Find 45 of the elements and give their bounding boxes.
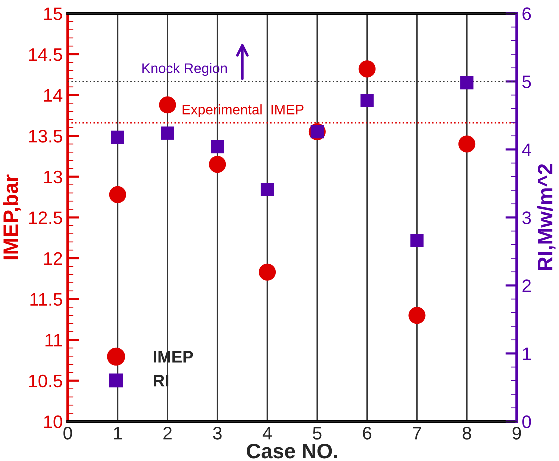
y-axis-title: IMEP,bar — [3, 174, 22, 260]
x-tick-label: 8 — [462, 427, 472, 440]
y-tick-label: 11 — [46, 334, 62, 347]
y2-tick-label: 5 — [522, 76, 532, 88]
x-axis-title: Case NO. — [247, 444, 338, 459]
point — [360, 94, 374, 108]
point — [259, 264, 276, 281]
y-tick-label: 14 — [44, 89, 63, 102]
y-tick-label: 12.5 — [29, 212, 62, 224]
x-tick-label: 2 — [164, 427, 172, 440]
y-tick-label: 15 — [44, 8, 62, 20]
x-tick-label: 7 — [413, 427, 422, 440]
point — [161, 126, 174, 140]
x-tick-label: 0 — [64, 427, 72, 440]
point — [408, 307, 426, 324]
x-tick-label: 5 — [313, 427, 322, 440]
y-tick-label: 10 — [44, 416, 62, 428]
y2-tick-label: 4 — [522, 144, 532, 156]
point — [458, 136, 476, 153]
x-tick-label: 6 — [363, 427, 372, 440]
point — [410, 234, 424, 248]
x-tick-label: 3 — [213, 427, 222, 440]
point — [211, 140, 224, 154]
x-tick-label: 4 — [262, 427, 272, 440]
y2-tick-label: 1 — [523, 348, 532, 360]
y2-tick-label: 2 — [522, 280, 531, 292]
y-tick-label: 12 — [44, 252, 62, 266]
y2-tick-label: 3 — [522, 212, 532, 224]
point — [460, 76, 474, 90]
y2-tick-label: 6 — [522, 8, 532, 20]
y-tick-label: 10.5 — [29, 374, 62, 388]
x-tick-label: 9 — [512, 427, 522, 440]
y2-tick-label: 0 — [522, 416, 532, 428]
point — [358, 60, 376, 78]
point — [111, 130, 124, 144]
point — [159, 96, 176, 114]
y-tick-label: 13.5 — [29, 130, 62, 143]
point — [260, 183, 274, 196]
y-tick-label: 11.5 — [30, 293, 62, 306]
x-tick-label: 1 — [114, 427, 122, 440]
point — [109, 186, 126, 204]
point — [209, 156, 226, 174]
y-tick-label: 13 — [44, 170, 62, 184]
y2-axis-title: RI,Mw/m^2 — [537, 164, 556, 270]
y-tick-label: 14.5 — [29, 48, 62, 62]
